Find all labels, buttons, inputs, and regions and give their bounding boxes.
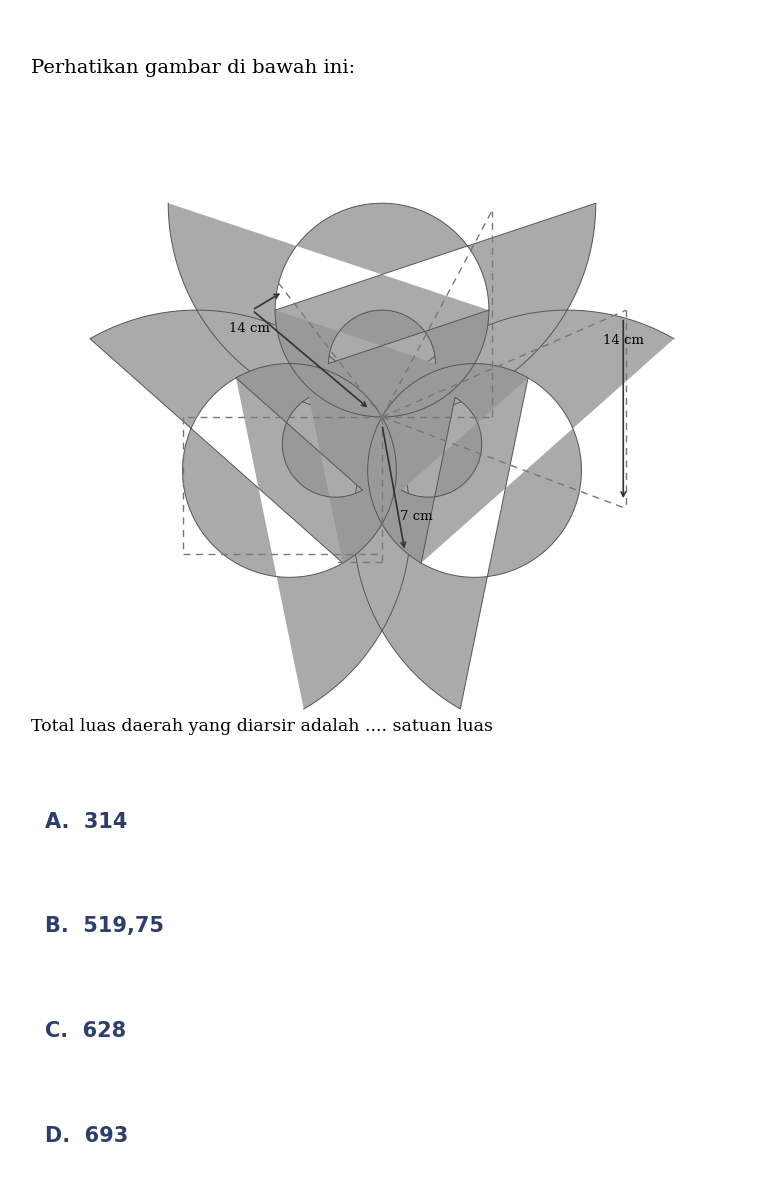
Polygon shape [90, 311, 410, 709]
Text: Total luas daerah yang diarsir adalah .... satuan luas: Total luas daerah yang diarsir adalah ..… [31, 718, 493, 736]
Polygon shape [367, 364, 528, 563]
Text: D.  693: D. 693 [45, 1126, 128, 1146]
Text: Perhatikan gambar di bawah ini:: Perhatikan gambar di bawah ini: [31, 59, 354, 77]
Text: B.  519,75: B. 519,75 [45, 916, 164, 937]
Text: 7 cm: 7 cm [400, 509, 433, 523]
Text: 14 cm: 14 cm [229, 321, 270, 335]
Polygon shape [354, 311, 674, 709]
Polygon shape [236, 364, 397, 563]
Text: C.  628: C. 628 [45, 1021, 126, 1041]
Text: A.  314: A. 314 [45, 811, 128, 832]
Text: 14 cm: 14 cm [604, 335, 644, 347]
Polygon shape [168, 203, 596, 417]
Polygon shape [275, 311, 489, 417]
